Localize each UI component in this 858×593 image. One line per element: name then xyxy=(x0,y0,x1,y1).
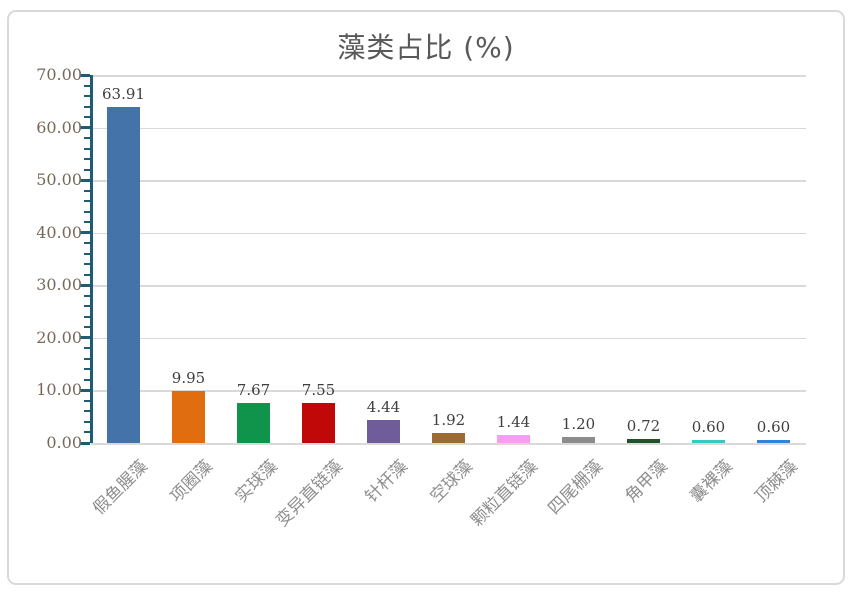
y-axis-minor-tick xyxy=(84,158,90,161)
y-axis-minor-tick xyxy=(84,315,90,318)
bar xyxy=(432,432,465,443)
gridline xyxy=(92,232,806,235)
bar xyxy=(172,390,205,443)
y-axis-minor-tick xyxy=(84,294,90,297)
y-axis-minor-tick xyxy=(84,105,90,108)
y-axis-minor-tick xyxy=(84,357,90,360)
bar xyxy=(302,403,335,443)
bar-value-label: 0.72 xyxy=(626,417,661,436)
gridline xyxy=(92,127,806,130)
y-axis-minor-tick xyxy=(84,168,90,171)
y-tick-label: 40.00 xyxy=(36,222,82,242)
y-axis-minor-tick xyxy=(84,378,90,381)
gridline xyxy=(92,285,806,287)
y-axis-major-tick xyxy=(80,441,90,445)
y-axis-minor-tick xyxy=(84,210,90,213)
y-axis-minor-tick xyxy=(84,95,90,98)
y-tick-label: 30.00 xyxy=(36,275,82,295)
bar-value-label: 63.91 xyxy=(102,85,145,104)
y-axis-major-tick xyxy=(80,73,90,77)
y-axis-minor-tick xyxy=(84,420,90,423)
gridline xyxy=(92,180,806,182)
y-axis-minor-tick xyxy=(84,137,90,140)
y-axis-minor-tick xyxy=(84,399,90,402)
bar-value-label: 4.44 xyxy=(366,397,401,416)
y-tick-label: 70.00 xyxy=(36,65,82,84)
gridline xyxy=(92,75,806,77)
y-axis-minor-tick xyxy=(84,326,90,329)
y-axis-major-tick xyxy=(80,283,90,287)
y-axis-major-tick xyxy=(80,178,90,182)
y-tick-label: 0.00 xyxy=(46,433,82,452)
bar xyxy=(497,435,530,443)
y-axis-major-tick xyxy=(80,231,90,235)
bar xyxy=(627,439,660,443)
x-axis-line xyxy=(91,443,806,445)
y-axis-minor-tick xyxy=(84,368,90,371)
bar xyxy=(562,436,595,443)
y-axis-minor-tick xyxy=(84,263,90,266)
bar-value-label: 1.92 xyxy=(431,410,466,429)
bar xyxy=(237,402,270,443)
gridline xyxy=(92,390,806,392)
bar-value-label: 0.60 xyxy=(756,417,791,436)
y-axis-minor-tick xyxy=(84,431,90,434)
bar xyxy=(757,439,790,443)
y-axis-minor-tick xyxy=(84,221,90,224)
y-axis-minor-tick xyxy=(84,147,90,150)
y-axis-minor-tick xyxy=(84,273,90,276)
y-axis-major-tick xyxy=(80,336,90,340)
bar xyxy=(367,419,400,443)
bar xyxy=(107,107,140,443)
y-tick-label: 10.00 xyxy=(36,380,82,400)
y-axis-line xyxy=(90,75,93,443)
y-axis-minor-tick xyxy=(84,305,90,308)
y-axis-minor-tick xyxy=(84,116,90,119)
y-tick-label: 50.00 xyxy=(36,170,82,190)
y-axis-major-tick xyxy=(80,388,90,392)
y-axis-minor-tick xyxy=(84,252,90,255)
bar-value-label: 1.44 xyxy=(496,413,531,432)
bar-value-label: 7.55 xyxy=(301,381,336,400)
chart-frame xyxy=(7,10,845,585)
y-axis-minor-tick xyxy=(84,200,90,203)
y-axis-minor-tick xyxy=(84,242,90,245)
bar-value-label: 9.95 xyxy=(171,368,206,387)
bar xyxy=(692,439,725,443)
bar-value-label: 0.60 xyxy=(691,417,726,436)
y-axis-minor-tick xyxy=(84,189,90,192)
chart-title: 藻类占比 (%) xyxy=(337,31,515,64)
y-axis-minor-tick xyxy=(84,84,90,87)
bar-value-label: 1.20 xyxy=(561,414,596,433)
y-axis-major-tick xyxy=(80,126,90,130)
y-axis-minor-tick xyxy=(84,410,90,413)
y-tick-label: 20.00 xyxy=(36,327,82,347)
y-tick-label: 60.00 xyxy=(36,117,82,137)
bar-value-label: 7.67 xyxy=(236,380,271,399)
y-axis-minor-tick xyxy=(84,347,90,350)
gridline xyxy=(92,337,806,340)
